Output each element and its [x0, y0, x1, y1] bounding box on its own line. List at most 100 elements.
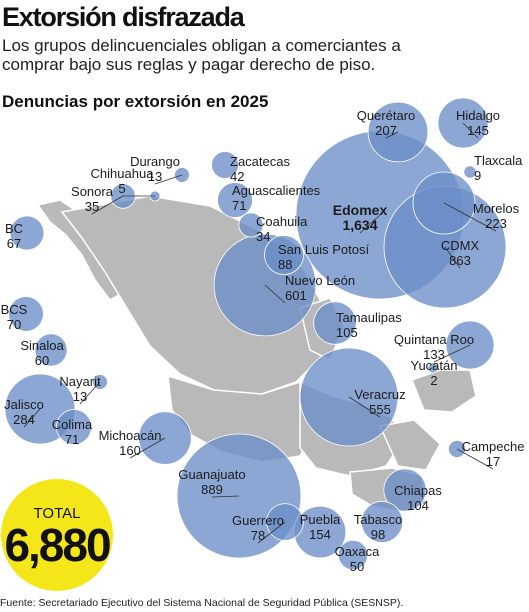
state-label-coahuila: Coahuila	[256, 214, 308, 229]
bubble-tamaulipas	[313, 301, 357, 345]
map-region-7	[378, 419, 441, 471]
leader-line-campeche	[456, 448, 494, 470]
state-value-morelos: 223	[485, 216, 507, 231]
leader-line-hidalgo	[462, 122, 479, 139]
state-value-hidalgo: 145	[467, 123, 489, 138]
state-label-colima: Colima	[52, 417, 93, 432]
state-label-oaxaca: Oaxaca	[335, 544, 381, 559]
state-label-nayarit: Nayarit	[59, 374, 101, 389]
state-label-campeche: Campeche	[462, 439, 525, 454]
state-value-oaxaca: 50	[350, 559, 364, 574]
state-value-bcs: 70	[7, 317, 21, 332]
state-value-nayarit: 13	[73, 389, 87, 404]
state-value-san-luis-potosi: 88	[278, 257, 292, 272]
state-label-hidalgo: Hidalgo	[456, 108, 500, 123]
state-value-aguascalientes: 71	[232, 198, 246, 213]
bubble-bc	[9, 215, 45, 251]
state-label-tamaulipas: Tamaulipas	[336, 310, 402, 325]
state-value-guerrero: 78	[251, 528, 265, 543]
state-label-yucatan: Yucatán	[411, 358, 458, 373]
bubble-tlaxcala	[463, 165, 477, 179]
leader-line-morelos	[443, 202, 497, 232]
state-label-jalisco: Jalisco	[4, 397, 44, 412]
state-label-sonora: Sonora	[71, 184, 114, 199]
state-label-chihuahua: Chihuahua	[91, 166, 155, 181]
bubble-sinaloa	[34, 333, 68, 367]
state-value-sinaloa: 60	[35, 353, 49, 368]
bubble-bcs	[8, 296, 44, 332]
state-value-edomex: 1,634	[342, 217, 377, 233]
total-badge-circle	[1, 479, 113, 591]
bubble-chiapas	[383, 468, 427, 512]
total-label: TOTAL	[34, 505, 81, 522]
state-label-tabasco: Tabasco	[354, 512, 402, 527]
state-value-quintana-roo: 133	[423, 347, 445, 362]
bubble-colima	[56, 409, 92, 445]
state-label-puebla: Puebla	[300, 512, 341, 527]
state-label-san-luis-potosi: San Luis Potosí	[278, 242, 369, 257]
state-label-tlaxcala: Tlaxcala	[474, 153, 523, 168]
state-value-tabasco: 98	[371, 527, 385, 542]
page-title: Extorsión disfrazada	[2, 2, 245, 32]
bubble-zacatecas	[211, 151, 239, 179]
source-note: Fuente: Secretariado Ejecutivo del Siste…	[0, 597, 404, 609]
state-label-aguascalientes: Aguascalientes	[232, 183, 321, 198]
state-label-edomex: Edomex	[333, 202, 388, 218]
leader-line-nayarit	[79, 381, 101, 405]
bubble-yucatan	[427, 362, 439, 374]
leader-line-veracruz	[348, 396, 381, 418]
leader-line-cdmx	[444, 246, 461, 269]
leader-line-sonora	[91, 195, 124, 215]
state-label-zacatecas: Zacatecas	[230, 154, 290, 169]
state-label-quintana-roo: Quintana Roo	[394, 332, 474, 347]
bubble-san-luis-potosi	[264, 235, 304, 275]
leader-line-nuevo-leon	[264, 284, 286, 304]
bubble-layer	[4, 97, 507, 571]
state-label-guerrero: Guerrero	[232, 513, 284, 528]
state-value-durango: 13	[148, 169, 162, 184]
leader-line-layer	[23, 122, 497, 544]
state-value-nuevo-leon: 601	[285, 288, 307, 303]
state-label-chiapas: Chiapas	[394, 483, 442, 498]
state-label-cdmx: CDMX	[441, 238, 480, 253]
state-value-colima: 71	[65, 432, 79, 447]
bubble-tabasco	[360, 500, 403, 543]
leader-line-guerrero	[257, 521, 286, 544]
state-value-jalisco: 284	[13, 412, 35, 427]
total-badge: TOTAL 6,880	[1, 479, 113, 591]
state-value-chihuahua: 5	[118, 181, 125, 196]
state-label-sinaloa: Sinaloa	[20, 338, 64, 353]
leader-line-michoacan	[129, 437, 166, 459]
state-value-yucatan: 2	[430, 373, 437, 388]
leader-line-jalisco	[23, 408, 41, 428]
leader-line-edomex	[359, 214, 381, 234]
state-label-queretaro: Querétaro	[357, 108, 416, 123]
state-value-campeche: 17	[486, 454, 500, 469]
state-value-guanajuato: 889	[201, 482, 223, 497]
state-value-puebla: 154	[309, 527, 331, 542]
state-value-tlaxcala: 9	[474, 168, 481, 183]
state-label-veracruz: Veracruz	[354, 387, 405, 402]
state-value-queretaro: 207	[375, 123, 397, 138]
state-value-chiapas: 104	[407, 498, 429, 513]
total-value: 6,880	[4, 519, 110, 571]
bubble-oaxaca	[337, 539, 369, 571]
state-label-michoacan: Michoacán	[99, 428, 162, 443]
leader-line-durango	[154, 174, 183, 185]
leader-line-queretaro	[385, 131, 399, 139]
state-label-morelos: Morelos	[473, 201, 520, 216]
state-value-zacatecas: 42	[230, 169, 244, 184]
state-label-nuevo-leon: Nuevo León	[285, 273, 355, 288]
bubble-coahuila	[238, 212, 264, 238]
leader-line-guanajuato	[211, 495, 240, 498]
bubble-aguascalientes	[217, 182, 253, 218]
page-subtitle: Los grupos delincuenciales obligan a com…	[2, 36, 401, 74]
state-label-bcs: BCS	[1, 302, 28, 317]
leader-line-quintana-roo	[433, 344, 471, 363]
state-value-tamaulipas: 105	[336, 325, 358, 340]
state-value-michoacan: 160	[119, 443, 141, 458]
map-region-6	[411, 369, 477, 413]
state-label-durango: Durango	[130, 154, 180, 169]
state-value-bc: 67	[7, 236, 21, 251]
